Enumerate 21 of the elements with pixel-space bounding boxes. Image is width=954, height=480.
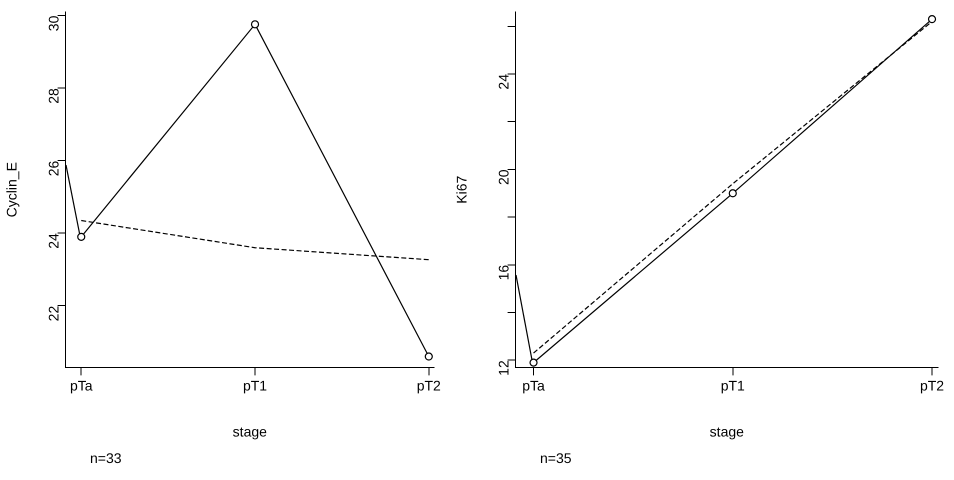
y-tick-label: 26 xyxy=(45,160,62,176)
x-tick-label: pT1 xyxy=(242,378,268,394)
text: n=35 xyxy=(540,450,572,466)
y-tick-label: 30 xyxy=(45,15,62,32)
y-tick-label: 22 xyxy=(45,306,62,322)
x-tick-label: pTa xyxy=(522,378,546,394)
x-tick-label: pT2 xyxy=(416,378,442,394)
y-axis-title: Ki67 xyxy=(453,175,470,204)
x-tick-label: pT1 xyxy=(720,378,746,394)
y-tick-label: 20 xyxy=(495,169,512,186)
y-tick-label: 24 xyxy=(45,233,62,249)
x-axis-title: stage xyxy=(232,423,268,440)
x-axis-title: stage xyxy=(710,423,744,440)
text: n=33 xyxy=(90,450,122,466)
y-tick-label: 24 xyxy=(495,74,512,90)
x-tick-label: pT2 xyxy=(920,378,944,394)
y-tick-label: 28 xyxy=(45,88,62,104)
y-tick-label: 12 xyxy=(495,360,512,376)
y-axis-title: Cyclin_E xyxy=(3,162,20,218)
y-tick-label: 16 xyxy=(495,264,512,280)
x-tick-label: pTa xyxy=(70,378,93,394)
